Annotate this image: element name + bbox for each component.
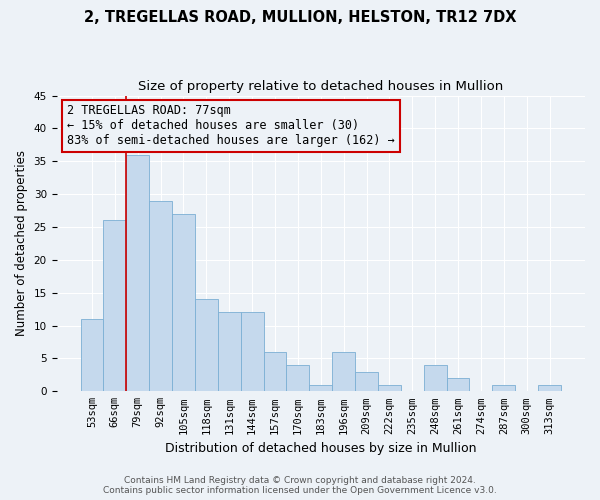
- Bar: [493, 384, 515, 392]
- Bar: [538, 384, 561, 392]
- Bar: [446, 378, 469, 392]
- Bar: [263, 352, 286, 392]
- Bar: [355, 372, 378, 392]
- Bar: [80, 319, 103, 392]
- Bar: [310, 384, 332, 392]
- Title: Size of property relative to detached houses in Mullion: Size of property relative to detached ho…: [138, 80, 503, 93]
- Text: Contains HM Land Registry data © Crown copyright and database right 2024.
Contai: Contains HM Land Registry data © Crown c…: [103, 476, 497, 495]
- Bar: [378, 384, 401, 392]
- Bar: [149, 200, 172, 392]
- Bar: [172, 214, 195, 392]
- Bar: [332, 352, 355, 392]
- Bar: [218, 312, 241, 392]
- Y-axis label: Number of detached properties: Number of detached properties: [15, 150, 28, 336]
- Bar: [103, 220, 127, 392]
- Bar: [286, 365, 310, 392]
- X-axis label: Distribution of detached houses by size in Mullion: Distribution of detached houses by size …: [165, 442, 476, 455]
- Bar: [127, 154, 149, 392]
- Bar: [195, 300, 218, 392]
- Text: 2, TREGELLAS ROAD, MULLION, HELSTON, TR12 7DX: 2, TREGELLAS ROAD, MULLION, HELSTON, TR1…: [84, 10, 516, 25]
- Bar: [241, 312, 263, 392]
- Text: 2 TREGELLAS ROAD: 77sqm
← 15% of detached houses are smaller (30)
83% of semi-de: 2 TREGELLAS ROAD: 77sqm ← 15% of detache…: [67, 104, 395, 148]
- Bar: [424, 365, 446, 392]
